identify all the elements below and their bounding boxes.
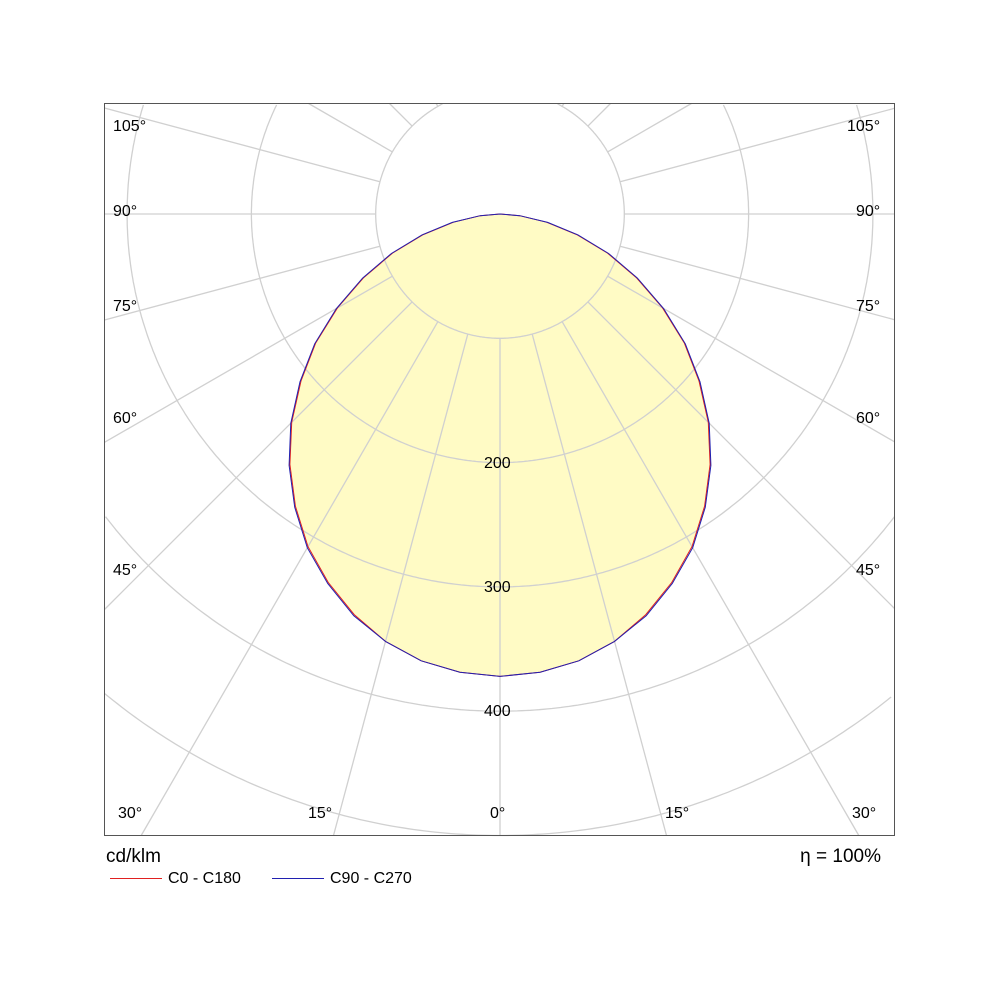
grid-ring-400	[104, 516, 896, 712]
grid-ring-200	[250, 104, 750, 464]
angle-label-right-90: 90°	[856, 203, 881, 220]
grid-spoke-75	[619, 245, 895, 321]
grid-spoke-60	[607, 275, 895, 443]
radial-label-300: 300	[484, 579, 511, 596]
grid-spoke-120	[607, 102, 692, 153]
angle-label-left-30: 30°	[118, 805, 143, 822]
grid-ring-500	[104, 693, 892, 837]
grid-spoke-30	[561, 321, 860, 836]
angle-label-0: 0°	[490, 805, 506, 822]
plot-frame	[104, 103, 895, 836]
grid-spoke--75	[104, 245, 381, 321]
grid-spoke-135	[587, 103, 611, 127]
grid-ring-100	[375, 103, 625, 339]
efficiency-label: η = 100%	[800, 846, 881, 867]
angle-label-right-45: 45°	[856, 562, 881, 579]
grid-spoke--60	[104, 275, 393, 443]
radial-label-200: 200	[484, 455, 511, 472]
legend-label-c0: C0 - C180	[168, 870, 241, 887]
series-curve-1	[288, 213, 712, 677]
angle-label-right-105: 105°	[847, 118, 881, 135]
angle-label-left-105: 105°	[113, 118, 147, 135]
grid-spoke--105	[104, 107, 381, 183]
grid-spoke--15	[332, 333, 469, 836]
angle-label-left-15: 15°	[308, 805, 333, 822]
grid-spoke-105	[619, 107, 895, 183]
radial-label-400: 400	[484, 703, 511, 720]
grid-spoke-45	[587, 301, 895, 609]
angle-label-right-15: 15°	[665, 805, 690, 822]
grid-spoke--45	[104, 301, 413, 610]
legend-label-c90: C90 - C270	[330, 870, 412, 887]
angle-label-left-75: 75°	[113, 298, 138, 315]
grid-spoke--120	[308, 102, 393, 153]
legend-line-c90	[272, 878, 324, 879]
angle-label-left-45: 45°	[113, 562, 138, 579]
angle-label-right-75: 75°	[856, 298, 881, 315]
grid-spoke-15	[531, 333, 668, 836]
legend-line-c0	[110, 878, 162, 879]
grid-spoke--135	[389, 103, 413, 127]
angle-label-right-30: 30°	[852, 805, 877, 822]
grid-spoke--30	[140, 321, 439, 836]
angle-label-left-90: 90°	[113, 203, 138, 220]
unit-label: cd/klm	[106, 846, 161, 867]
angle-label-left-60: 60°	[113, 410, 138, 427]
grid-ring-300	[126, 104, 874, 588]
angle-label-right-60: 60°	[856, 410, 881, 427]
